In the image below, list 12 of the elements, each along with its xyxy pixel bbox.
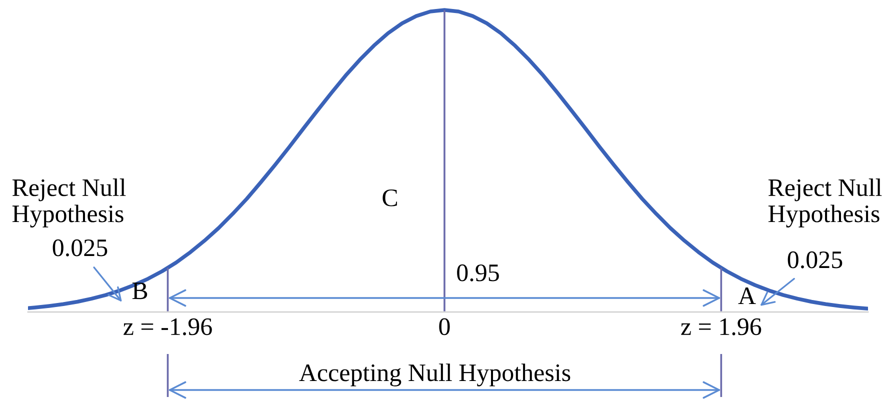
annotation: Reject Null Hypothesis (12, 178, 126, 228)
annotation: C (382, 189, 397, 206)
x-tick-label: 0 (439, 318, 450, 336)
text: Accepting Null Hypothesis (299, 364, 570, 386)
x-tick-label: z = -1.96 (124, 318, 212, 336)
annotation: B (132, 282, 148, 300)
annotation: A (738, 288, 756, 304)
annotation: 0.95 (457, 264, 499, 282)
annotation: 0.025 (52, 239, 108, 256)
annotation: Reject Null Hypothesis (768, 178, 882, 228)
annotation: 0.025 (788, 251, 842, 268)
x-tick-label: z = 1.96 (681, 318, 762, 336)
